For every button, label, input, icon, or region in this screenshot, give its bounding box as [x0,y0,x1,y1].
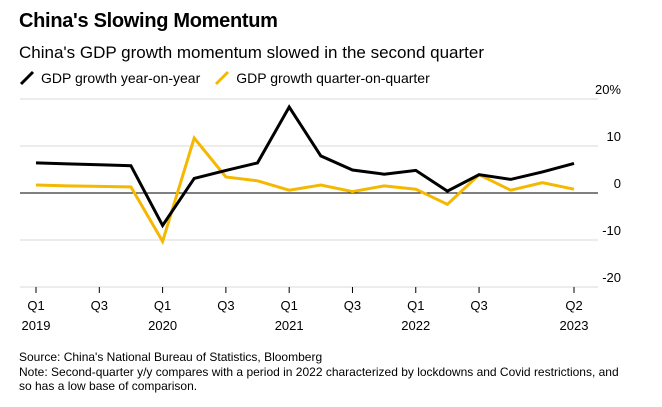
x-tick-label: Q3 [91,298,108,313]
chart-subtitle: China's GDP growth momentum slowed in th… [19,43,484,62]
legend-swatch-qoq [215,70,230,86]
legend-swatch-yoy [19,70,35,86]
x-tick-year-label: 2022 [401,318,430,333]
source-note: Source: China's National Bureau of Stati… [19,350,323,364]
x-tick-label: Q1 [154,298,171,313]
legend-item-qoq: GDP growth quarter-on-quarter [214,70,430,86]
x-tick-label: Q3 [470,298,487,313]
footnote: Note: Second-quarter y/y compares with a… [19,364,619,394]
chart-title: China's Slowing Momentum [19,10,278,32]
chart-footer: Source: China's National Bureau of Stati… [19,350,619,394]
x-tick-label: Q3 [217,298,234,313]
x-tick-year-label: 2019 [22,318,51,333]
y-tick-label: -10 [602,223,621,238]
y-tick-label: -20 [602,270,621,285]
x-tick-label: Q1 [407,298,424,313]
x-tick-label: Q1 [27,298,44,313]
line-chart: 20% 10 0 -10 -20 Q1 2019 Q3 Q1 2020 Q3 Q1 2021 Q3 Q1 20… [20,82,621,333]
y-tick-label: 0 [614,176,621,191]
x-tick-label: Q1 [281,298,298,313]
series-line-yoy [35,104,575,229]
x-tick-year-label: 2021 [275,318,304,333]
legend-label-yoy: GDP growth year-on-year [41,70,201,86]
x-tick-label: Q2 [565,298,582,313]
x-tick-year-label: 2023 [560,318,589,333]
legend: GDP growth year-on-year GDP growth quart… [19,70,444,86]
legend-item-yoy: GDP growth year-on-year [19,70,200,86]
x-tick-label: Q3 [344,298,361,313]
y-tick-label: 10 [607,129,621,144]
y-tick-label: 20% [595,82,621,97]
x-tick-year-label: 2020 [148,318,177,333]
series-line-qoq [35,134,575,246]
legend-label-qoq: GDP growth quarter-on-quarter [236,70,430,86]
